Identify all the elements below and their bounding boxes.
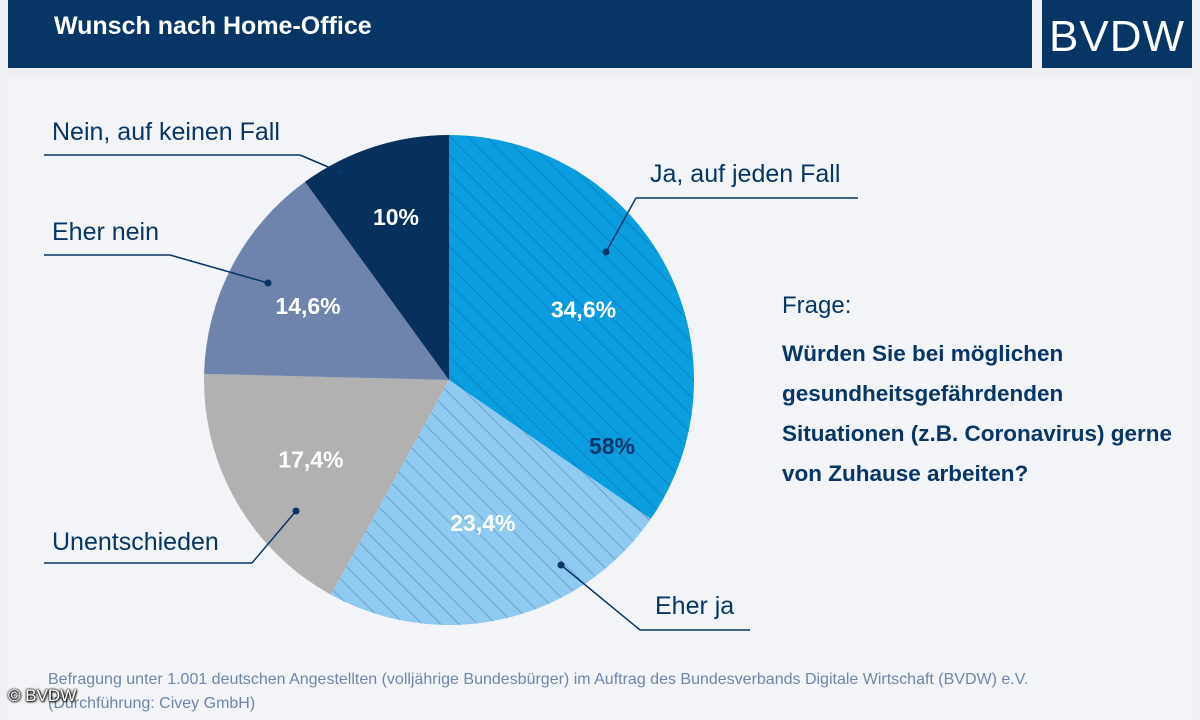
leader-line-eher-nein [169, 254, 269, 284]
leader-dot-eher-ja [557, 561, 565, 569]
logo-text: BVDW [1049, 12, 1185, 61]
leader-line-unentschieden [251, 510, 297, 564]
value-label-unentschieden: 17,4% [278, 446, 343, 472]
leader-line-ja-auf-jeden-fall [605, 197, 637, 253]
combined-value-label: 58% [589, 433, 635, 459]
leader-dot-nein-auf-keinen-fall [336, 168, 344, 176]
category-label-nein-auf-keinen-fall: Nein, auf keinen Fall [52, 118, 280, 146]
pie-slice-hatch-eher-ja [330, 380, 651, 625]
pie-slice-unentschieden [204, 373, 449, 595]
leader-dot-ja-auf-jeden-fall [602, 248, 610, 256]
pie-slice-nein-auf-keinen-fall [304, 135, 449, 380]
question-block: Frage: Würden Sie bei möglichen gesundhe… [782, 292, 1182, 494]
value-label-eher-ja: 23,4% [450, 510, 515, 536]
bvdw-logo: BVDW [1042, 0, 1192, 68]
value-label-eher-nein: 14,6% [275, 293, 340, 319]
value-label-ja-auf-jeden-fall: 34,6% [551, 296, 616, 322]
category-label-ja-auf-jeden-fall: Ja, auf jeden Fall [650, 160, 840, 188]
category-label-eher-ja: Eher ja [655, 592, 734, 620]
copyright-notice: © BVDW [8, 686, 77, 705]
leader-dot-eher-nein [264, 279, 272, 287]
chart-title: Wunsch nach Home-Office [54, 12, 372, 40]
footnote-line-2: (Durchführung: Civey GmbH) [48, 695, 256, 712]
footnote: Befragung unter 1.001 deutschen Angestel… [48, 668, 1188, 716]
question-text: Würden Sie bei möglichen gesundheitsgefä… [782, 341, 1173, 486]
leader-line-eher-ja [560, 564, 641, 631]
header-bar: Wunsch nach Home-Office [8, 0, 1032, 68]
footnote-line-1: Befragung unter 1.001 deutschen Angestel… [48, 671, 1029, 688]
question-label: Frage: [782, 292, 852, 319]
pie-slice-hatch-ja-auf-jeden-fall [449, 135, 694, 519]
pie-slice-eher-nein [204, 181, 449, 380]
leader-line-nein-auf-keinen-fall [299, 154, 341, 173]
leader-dot-unentschieden [292, 507, 300, 515]
value-label-nein-auf-keinen-fall: 10% [373, 204, 419, 230]
category-label-unentschieden: Unentschieden [52, 528, 219, 556]
category-label-eher-nein: Eher nein [52, 218, 159, 246]
